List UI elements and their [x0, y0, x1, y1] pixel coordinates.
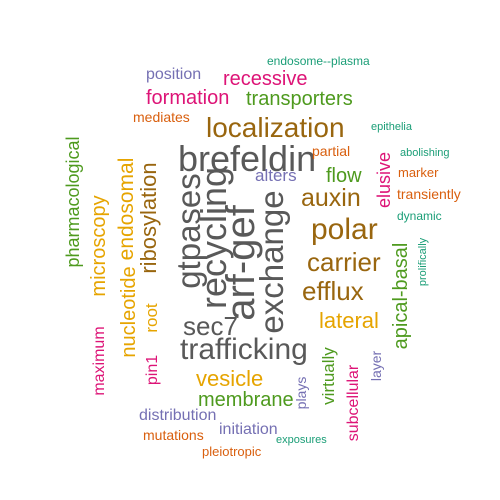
word-recycling: recycling [193, 167, 234, 309]
word-brefeldin: brefeldin [178, 138, 316, 179]
word-maximum: maximum [91, 326, 108, 395]
word-prolifically: prolifically [417, 237, 429, 286]
word-partial: partial [312, 143, 350, 159]
word-alters: alters [255, 166, 297, 185]
word-polar: polar [311, 213, 378, 246]
word-elusive: elusive [374, 152, 394, 208]
word-abolishing: abolishing [400, 147, 450, 159]
word-ribosylation: ribosylation [136, 162, 161, 273]
word-membrane: membrane [198, 389, 294, 411]
word-endosomal: endosomal [115, 158, 138, 261]
word-vesicle: vesicle [196, 366, 263, 391]
word-nucleotide: nucleotide [118, 266, 140, 357]
word-marker: marker [398, 165, 439, 180]
word-transiently: transiently [397, 186, 461, 202]
word-endosome-plasma: endosome--plasma [267, 54, 370, 68]
word-transporters: transporters [246, 88, 353, 110]
word-position: position [146, 66, 201, 83]
word-virtually: virtually [319, 347, 338, 405]
word-pleiotropic: pleiotropic [202, 444, 262, 459]
word-exposures: exposures [276, 434, 327, 446]
word-pharmacological: pharmacological [63, 136, 83, 267]
word-gtpases: gtpases [170, 173, 207, 289]
word-initiation: initiation [219, 421, 278, 438]
word-formation: formation [146, 87, 229, 109]
word-recessive: recessive [223, 68, 307, 90]
word-exchange: exchange [253, 190, 290, 333]
word-carrier: carrier [307, 247, 381, 277]
word-root: root [142, 303, 161, 333]
word-pin1: pin1 [144, 355, 161, 385]
word-arf-gef: arf-gef [219, 204, 263, 320]
word-lateral: lateral [319, 308, 379, 333]
word-layer: layer [368, 350, 384, 381]
word-efflux: efflux [302, 276, 364, 306]
word-epithelia: epithelia [371, 121, 413, 133]
word-dynamic: dynamic [397, 209, 442, 223]
word-mediates: mediates [133, 109, 190, 125]
word-plays: plays [293, 377, 309, 410]
word-flow: flow [326, 165, 362, 187]
word-apical-basal: apical-basal [390, 243, 412, 350]
word-microscopy: microscopy [88, 195, 110, 296]
word-subcellular: subcellular [345, 364, 362, 441]
word-localization: localization [206, 112, 345, 143]
word-mutations: mutations [143, 427, 204, 443]
word-auxin: auxin [301, 184, 361, 212]
word-distribution: distribution [139, 407, 216, 424]
word-trafficking: trafficking [180, 333, 308, 366]
word-sec7: sec7 [183, 311, 238, 341]
